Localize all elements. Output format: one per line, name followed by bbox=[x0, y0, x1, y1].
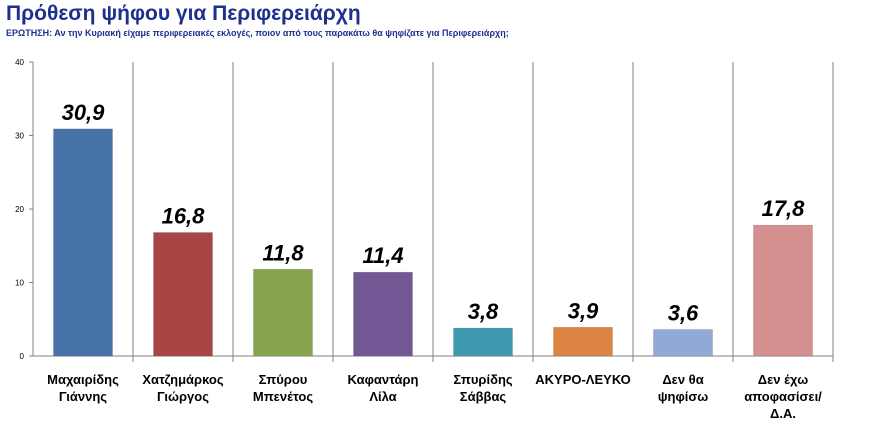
bar bbox=[53, 128, 113, 357]
bar bbox=[653, 329, 713, 357]
category-label: Γιώργος bbox=[157, 389, 209, 404]
category-label: Λίλα bbox=[369, 389, 396, 404]
value-label: 3,9 bbox=[568, 298, 599, 323]
y-tick-label: 30 bbox=[15, 132, 24, 141]
bar bbox=[353, 271, 413, 357]
chart-title: Πρόθεση ψήφου για Περιφερειάρχη bbox=[6, 2, 361, 25]
bar bbox=[453, 327, 513, 357]
value-label: 17,8 bbox=[762, 196, 806, 221]
y-tick-label: 10 bbox=[15, 279, 24, 288]
category-label: ψηφίσω bbox=[658, 389, 709, 404]
y-tick-label: 20 bbox=[15, 205, 24, 214]
category-label: Γιάννης bbox=[59, 389, 107, 404]
value-label: 30,9 bbox=[62, 100, 106, 125]
value-label: 11,8 bbox=[262, 240, 304, 265]
bar bbox=[553, 327, 613, 357]
category-label: Μαχαιρίδης bbox=[47, 372, 119, 387]
bar bbox=[253, 268, 313, 357]
category-label: Χατζημάρκος bbox=[142, 372, 223, 387]
category-label: αποφασίσει/ bbox=[744, 389, 822, 404]
bars bbox=[53, 128, 813, 357]
category-label: Δ.Α. bbox=[770, 406, 796, 421]
category-label: Μπενέτος bbox=[253, 389, 313, 404]
category-label: Δεν έχω bbox=[758, 372, 808, 387]
labels: 30,9 Μαχαιρίδης Γιάννης 16,8 Χατζημάρκος Γιώρ… bbox=[47, 100, 822, 421]
category-label: Σάββας bbox=[460, 389, 507, 404]
category-label: Καφαντάρη bbox=[347, 372, 418, 387]
value-label: 11,4 bbox=[362, 243, 403, 268]
bar bbox=[753, 224, 813, 357]
category-label: Σπυρίδης bbox=[453, 372, 513, 387]
category-label: ΑΚΥΡΟ-ΛΕΥΚΟ bbox=[535, 372, 630, 387]
value-label: 3,6 bbox=[668, 301, 699, 326]
bar bbox=[153, 232, 213, 357]
y-tick-label: 0 bbox=[20, 352, 25, 361]
category-label: Σπύρου bbox=[259, 372, 308, 387]
survey-question: ΕΡΩΤΗΣΗ: Αν την Κυριακή είχαμε περιφερει… bbox=[6, 28, 509, 38]
axes: 0 10 20 30 40 bbox=[15, 58, 834, 362]
value-label: 16,8 bbox=[162, 204, 206, 229]
category-label: Δεν θα bbox=[662, 372, 703, 387]
y-tick-label: 40 bbox=[15, 58, 24, 67]
value-label: 3,8 bbox=[468, 299, 499, 324]
